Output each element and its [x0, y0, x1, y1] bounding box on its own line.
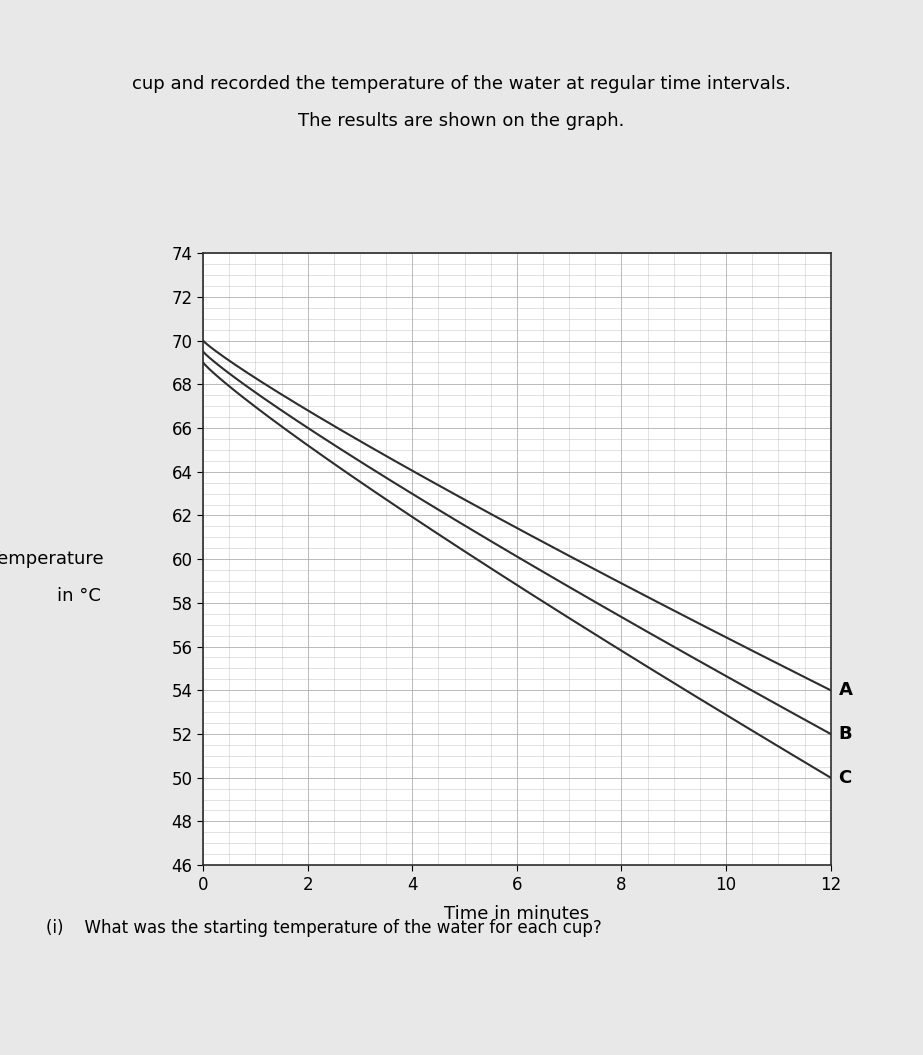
Text: B: B [839, 725, 852, 743]
Text: C: C [839, 769, 852, 787]
Text: cup and recorded the temperature of the water at regular time intervals.: cup and recorded the temperature of the … [132, 75, 791, 94]
Text: (i)    What was the starting temperature of the water for each cup?: (i) What was the starting temperature of… [46, 919, 602, 938]
Text: in °C: in °C [56, 587, 101, 606]
Text: A: A [839, 682, 853, 699]
X-axis label: Time in minutes: Time in minutes [444, 904, 590, 923]
Text: Temperature: Temperature [0, 550, 103, 569]
Text: The results are shown on the graph.: The results are shown on the graph. [298, 112, 625, 131]
